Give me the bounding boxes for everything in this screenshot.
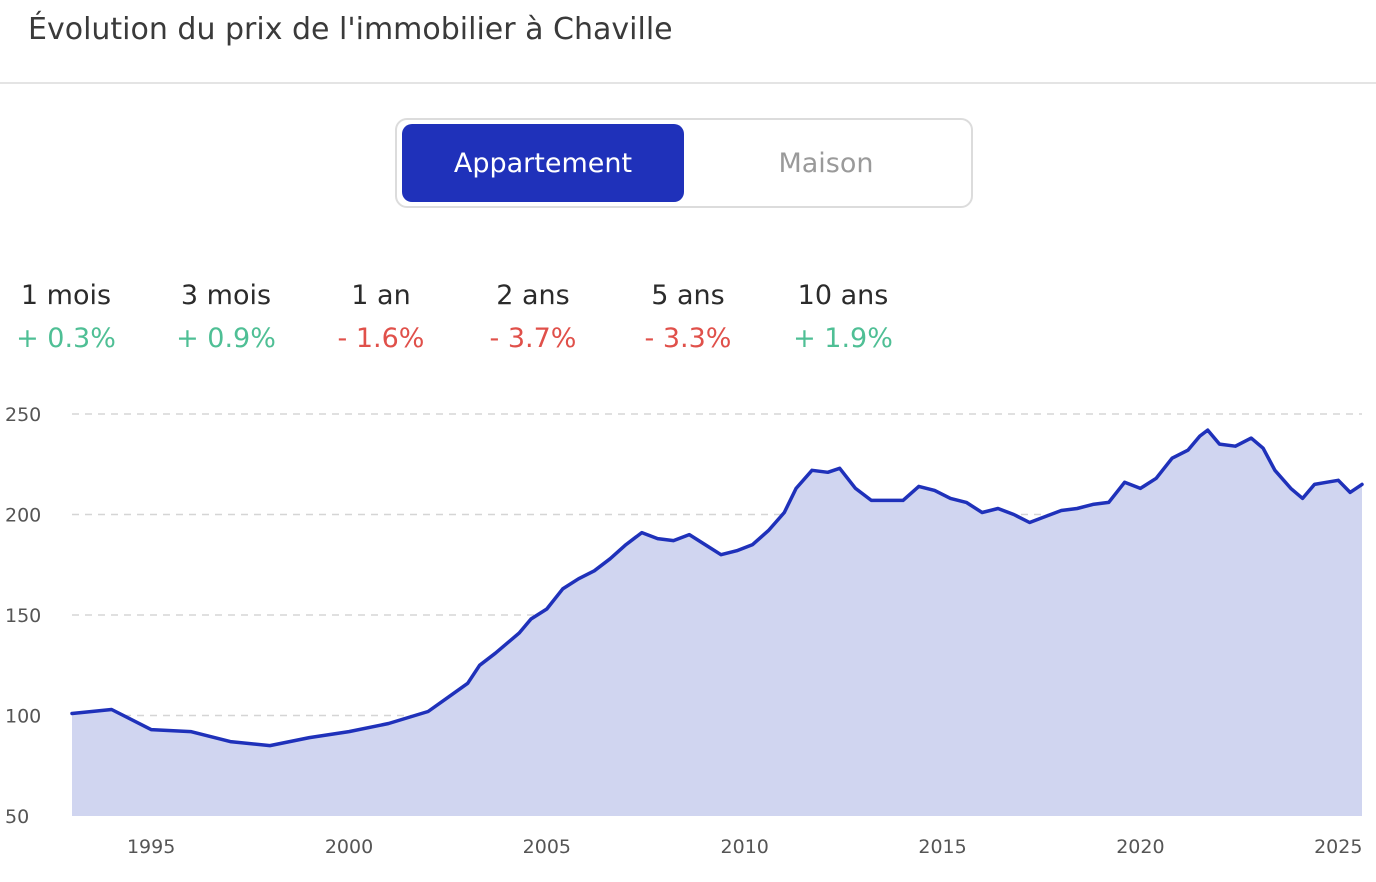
grid-layer: [72, 413, 1362, 717]
stat-label: 3 mois: [180, 280, 272, 311]
stat-label: 10 ans: [797, 280, 889, 311]
stat-3-mois: 3 mois + 0.9%: [170, 280, 282, 354]
stat-label: 1 mois: [20, 280, 112, 311]
y-tick-label: 200: [5, 505, 41, 527]
y-tick-label: 150: [5, 605, 41, 627]
stat-5-ans: 5 ans - 3.3%: [632, 280, 744, 354]
property-type-toggle: Appartement Maison: [395, 118, 973, 208]
stat-2-ans: 2 ans - 3.7%: [478, 280, 588, 354]
stat-label: 5 ans: [651, 280, 725, 311]
stat-value: - 3.7%: [489, 323, 577, 354]
x-tick-label: 2025: [1314, 836, 1362, 858]
stat-1-an: 1 an - 1.6%: [326, 280, 436, 354]
stat-value: - 1.6%: [337, 323, 425, 354]
tab-maison[interactable]: Maison: [778, 147, 874, 179]
x-tick-label: 2020: [1116, 836, 1164, 858]
header: Évolution du prix de l'immobilier à Chav…: [0, 0, 1376, 84]
stat-label: 1 an: [351, 280, 411, 311]
stat-label: 2 ans: [496, 280, 570, 311]
x-tick-label: 2015: [918, 836, 966, 858]
y-tick-label: 100: [5, 706, 41, 728]
x-axis-ticks: 1995 2000 2005 2010 2015 2020 2025: [127, 836, 1362, 858]
stat-value: + 1.9%: [793, 323, 893, 354]
stat-value: + 0.9%: [176, 323, 276, 354]
price-chart: 250 200 150 100 50 1995 2000 2005 2010 2015 2020 2…: [5, 404, 1364, 858]
stat-10-ans: 10 ans + 1.9%: [788, 280, 898, 354]
price-area: [72, 430, 1362, 816]
y-tick-label: 50: [5, 806, 29, 828]
x-tick-label: 1995: [127, 836, 175, 858]
price-line: [70, 428, 1364, 748]
x-tick-label: 2000: [325, 836, 373, 858]
x-tick-label: 2010: [721, 836, 769, 858]
y-tick-label: 250: [5, 404, 41, 426]
stat-1-mois: 1 mois + 0.3%: [12, 280, 120, 354]
y-axis-ticks: 250 200 150 100 50: [5, 404, 41, 828]
stat-value: - 3.3%: [644, 323, 732, 354]
stat-value: + 0.3%: [16, 323, 116, 354]
tab-appartement[interactable]: Appartement: [402, 124, 684, 202]
page-title: Évolution du prix de l'immobilier à Chav…: [28, 12, 673, 47]
x-tick-label: 2005: [523, 836, 571, 858]
